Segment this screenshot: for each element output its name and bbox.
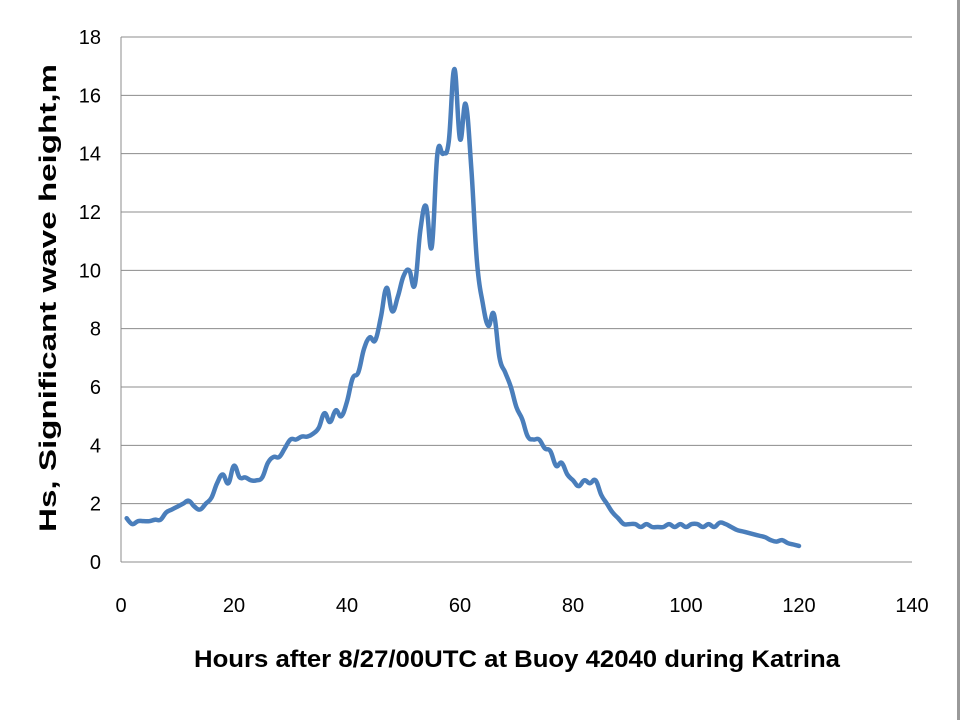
y-tick-label: 18 [79, 27, 101, 49]
y-tick-label: 14 [79, 144, 101, 166]
y-tick-label: 0 [90, 552, 101, 574]
y-tick-label: 10 [79, 260, 101, 282]
x-tick-label: 80 [562, 595, 584, 617]
series-line [124, 66, 802, 549]
y-tick-label: 6 [90, 377, 101, 399]
y-tick-label: 12 [79, 202, 101, 224]
x-tick-label: 140 [895, 595, 928, 617]
tick-labels: 0 2 4 6 8 10 12 14 16 18 0 20 40 60 80 100 120 140 [79, 27, 929, 617]
y-axis-title: Hs, Significant wave height,m [35, 64, 62, 532]
x-tick-label: 40 [336, 595, 358, 617]
axes [120, 37, 912, 563]
x-tick-label: 100 [669, 595, 702, 617]
x-tick-label: 20 [223, 595, 245, 617]
y-tick-label: 4 [90, 435, 101, 457]
y-tick-label: 16 [79, 85, 101, 107]
y-tick-label: 8 [90, 319, 101, 341]
x-tick-label: 0 [115, 595, 126, 617]
x-axis-title: Hours after 8/27/00UTC at Buoy 42040 dur… [194, 646, 841, 673]
grid [121, 36, 912, 505]
x-tick-label: 120 [782, 595, 815, 617]
series-layer [124, 66, 802, 549]
x-tick-label: 60 [449, 595, 471, 617]
y-tick-label: 2 [90, 494, 101, 516]
